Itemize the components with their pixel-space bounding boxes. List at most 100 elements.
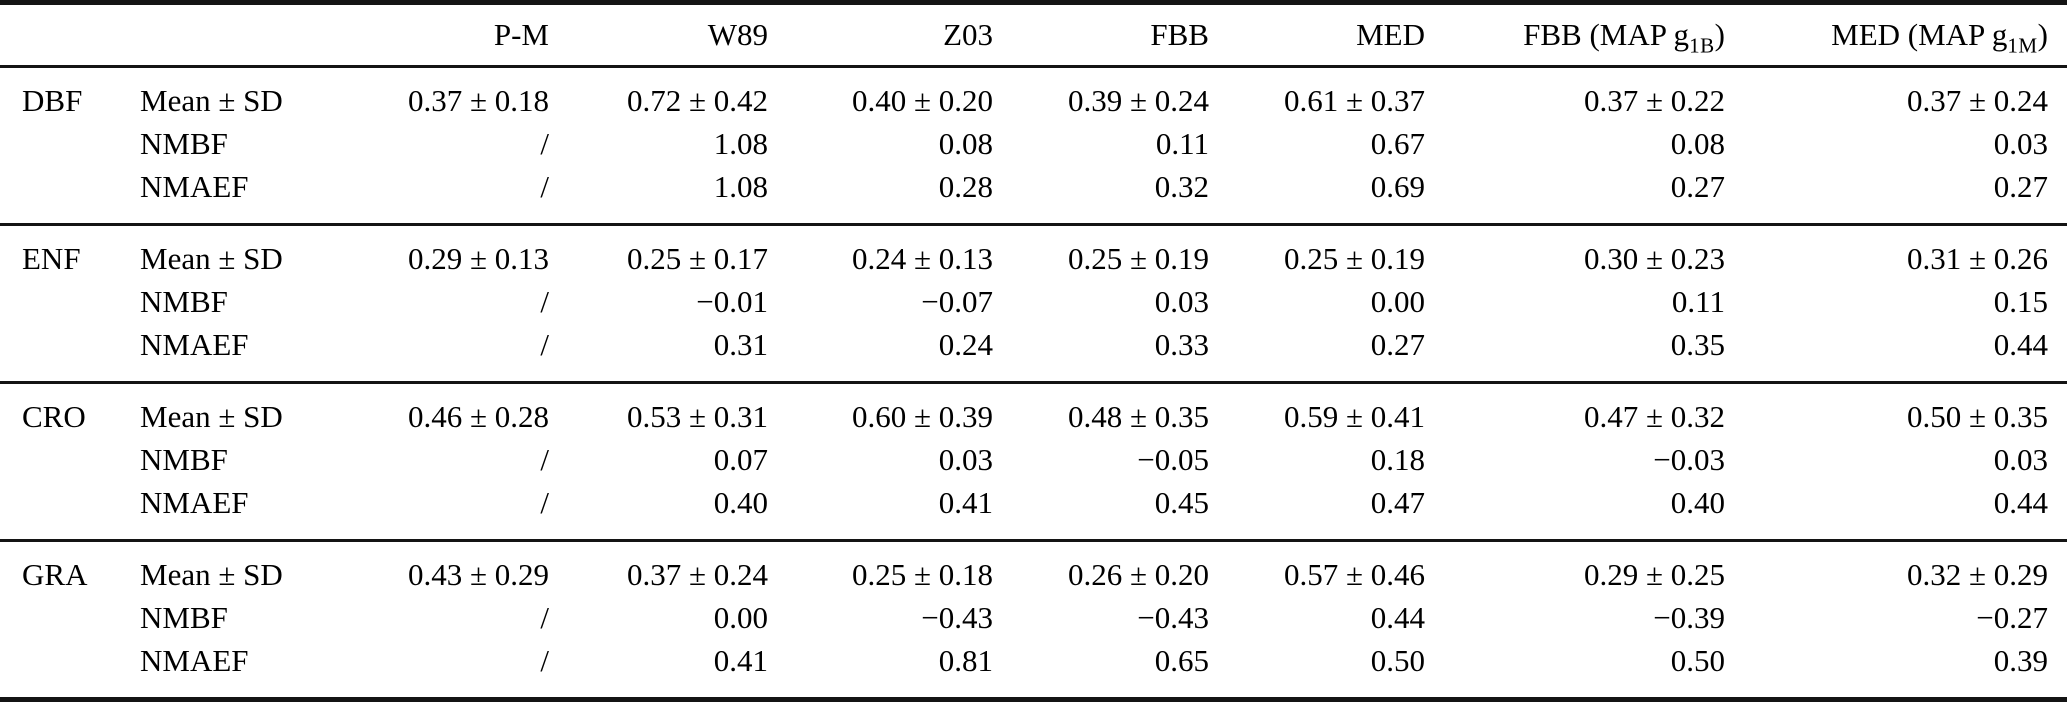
value-cell: 0.24: [938, 326, 993, 362]
value-cell: 0.47: [1370, 484, 1425, 520]
table-row: DBF Mean ± SD 0.37 ± 0.18 0.72 ± 0.42 0.40 ±…: [0, 65, 2067, 122]
value-cell: 0.03: [1993, 125, 2048, 161]
value-cell: /: [540, 283, 549, 319]
table-section: DBF Mean ± SD 0.37 ± 0.18 0.72 ± 0.42 0.40 ±…: [0, 65, 2067, 225]
value-cell: 0.81: [938, 642, 993, 678]
value-cell: 0.32 ± 0.29: [1732, 539, 2067, 596]
table-row: CRO Mean ± SD 0.46 ± 0.28 0.53 ± 0.31 0.60 ±…: [0, 381, 2067, 438]
metric-label: NMAEF: [140, 168, 249, 204]
value-cell: /: [540, 599, 549, 635]
value-cell: 0.00: [1370, 283, 1425, 319]
value-cell: 0.53 ± 0.31: [556, 381, 775, 438]
group-label: CRO: [0, 381, 140, 438]
value-cell: /: [540, 168, 549, 204]
value-cell: 0.31 ± 0.26: [1732, 223, 2067, 280]
metric-label: NMBF: [140, 599, 228, 635]
group-label-cell: [0, 323, 140, 383]
column-header-subscript: 1B: [1689, 33, 1715, 58]
group-label-cell: [0, 438, 140, 481]
value-cell: 0.03: [938, 441, 993, 477]
value-cell: 0.18: [1370, 441, 1425, 477]
value-cell: 0.39 ± 0.24: [1000, 65, 1216, 122]
table-row: ENF Mean ± SD 0.29 ± 0.13 0.25 ± 0.17 0.24 ±…: [0, 223, 2067, 280]
value-cell: 0.39: [1993, 642, 2048, 678]
value-cell: 0.50: [1370, 642, 1425, 678]
value-cell: 0.25 ± 0.19: [1216, 223, 1432, 280]
value-cell: 0.32: [1154, 168, 1209, 204]
column-header: W89: [556, 2, 775, 68]
value-cell: 0.61 ± 0.37: [1216, 65, 1432, 122]
column-header: Z03: [775, 2, 1000, 68]
group-label: GRA: [0, 539, 140, 596]
metric-label: NMAEF: [140, 484, 249, 520]
value-cell: 0.72 ± 0.42: [556, 65, 775, 122]
value-cell: 0.03: [1993, 441, 2048, 477]
column-header-text: MED (MAP g: [1831, 17, 2008, 52]
group-label-cell: [0, 165, 140, 225]
value-cell: 0.37 ± 0.22: [1432, 65, 1732, 122]
value-cell: 0.60 ± 0.39: [775, 381, 1000, 438]
table-row: NMAEF / 1.08 0.28 0.32 0.69 0.27 0.27: [0, 165, 2067, 225]
value-cell: 0.37 ± 0.24: [556, 539, 775, 596]
metric-label: Mean ± SD: [140, 539, 356, 596]
group-label-cell: [0, 596, 140, 639]
column-header-text: ): [2037, 17, 2048, 52]
header-row: P-M W89 Z03 FBB MED FBB (MAP g1B) MED (MAP g1M…: [0, 2, 2067, 68]
column-header-text: FBB (MAP g: [1523, 17, 1690, 52]
value-cell: 0.27: [1370, 326, 1425, 362]
value-cell: 0.27: [1670, 168, 1725, 204]
value-cell: 0.25 ± 0.18: [775, 539, 1000, 596]
metric-label: NMBF: [140, 125, 228, 161]
value-cell: 0.41: [938, 484, 993, 520]
group-label-cell: [0, 481, 140, 541]
metric-label: NMAEF: [140, 326, 249, 362]
column-header: MED: [1216, 2, 1432, 68]
group-label-cell: [0, 280, 140, 323]
value-cell: 0.50: [1670, 642, 1725, 678]
value-cell: −0.01: [696, 283, 768, 319]
group-label-cell: [0, 639, 140, 700]
value-cell: 0.11: [1155, 125, 1209, 161]
value-cell: /: [540, 326, 549, 362]
value-cell: 0.50 ± 0.35: [1732, 381, 2067, 438]
table-section: ENF Mean ± SD 0.29 ± 0.13 0.25 ± 0.17 0.24 ±…: [0, 223, 2067, 383]
table-row: NMBF / −0.01 −0.07 0.03 0.00 0.11 0.15: [0, 280, 2067, 323]
table-section: CRO Mean ± SD 0.46 ± 0.28 0.53 ± 0.31 0.60 ±…: [0, 381, 2067, 541]
value-cell: 0.08: [1670, 125, 1725, 161]
value-cell: 0.44: [1993, 484, 2048, 520]
table-header: P-M W89 Z03 FBB MED FBB (MAP g1B) MED (MAP g1M…: [0, 2, 2067, 68]
metric-label: NMAEF: [140, 642, 249, 678]
value-cell: 0.37 ± 0.18: [356, 65, 556, 122]
value-cell: /: [540, 125, 549, 161]
column-header: FBB: [1000, 2, 1216, 68]
value-cell: 0.46 ± 0.28: [356, 381, 556, 438]
value-cell: 1.08: [713, 125, 768, 161]
group-label: ENF: [0, 223, 140, 280]
value-cell: 0.40: [1670, 484, 1725, 520]
column-header: FBB (MAP g1B): [1432, 2, 1732, 68]
value-cell: −0.07: [921, 283, 993, 319]
value-cell: 0.48 ± 0.35: [1000, 381, 1216, 438]
value-cell: 0.33: [1154, 326, 1209, 362]
value-cell: −0.39: [1653, 599, 1725, 635]
table-row: NMBF / 0.07 0.03 −0.05 0.18 −0.03 0.03: [0, 438, 2067, 481]
value-cell: /: [540, 642, 549, 678]
value-cell: −0.27: [1976, 599, 2048, 635]
value-cell: /: [540, 441, 549, 477]
value-cell: 0.27: [1993, 168, 2048, 204]
metric-label: NMBF: [140, 441, 228, 477]
value-cell: −0.03: [1653, 441, 1725, 477]
value-cell: 0.35: [1670, 326, 1725, 362]
metric-label: Mean ± SD: [140, 65, 356, 122]
value-cell: −0.05: [1137, 441, 1209, 477]
metric-label: Mean ± SD: [140, 223, 356, 280]
value-cell: 0.41: [713, 642, 768, 678]
value-cell: 0.30 ± 0.23: [1432, 223, 1732, 280]
column-header-text: ): [1714, 17, 1725, 52]
table-row: NMAEF / 0.41 0.81 0.65 0.50 0.50 0.39: [0, 639, 2067, 700]
value-cell: 0.44: [1370, 599, 1425, 635]
table-row: NMAEF / 0.31 0.24 0.33 0.27 0.35 0.44: [0, 323, 2067, 383]
group-label: DBF: [0, 65, 140, 122]
value-cell: 0.40: [713, 484, 768, 520]
